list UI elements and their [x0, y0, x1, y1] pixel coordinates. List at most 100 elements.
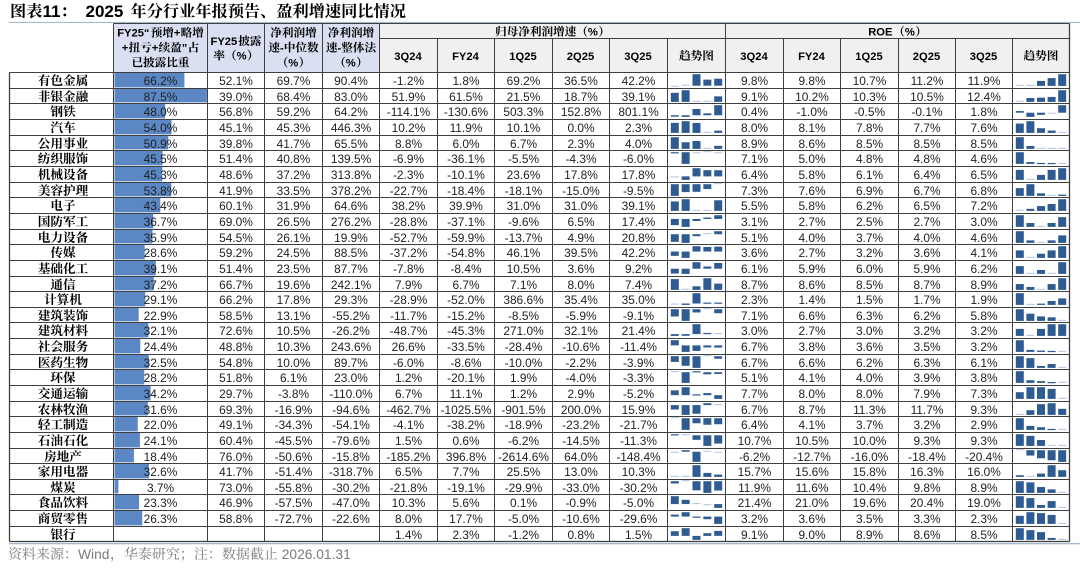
svg-text:-10.0%: -10.0% — [505, 356, 543, 370]
svg-text:6.5%: 6.5% — [395, 465, 423, 479]
svg-text:-6.9%: -6.9% — [393, 152, 424, 166]
svg-text:FY25“: FY25“ — [117, 28, 149, 40]
svg-text:-11.4%: -11.4% — [620, 340, 657, 354]
svg-text:-55.8%: -55.8% — [275, 481, 313, 495]
svg-text:46.1%: 46.1% — [507, 246, 541, 260]
svg-text:-9.5%: -9.5% — [623, 184, 654, 198]
svg-text:8.0%: 8.0% — [856, 387, 884, 401]
svg-text:17.8%: 17.8% — [622, 168, 656, 182]
svg-text:26.5%: 26.5% — [277, 215, 311, 229]
svg-text:8.5%: 8.5% — [913, 137, 941, 151]
svg-text:11.6%: 11.6% — [796, 481, 829, 495]
svg-text:1.8%: 1.8% — [452, 74, 480, 88]
svg-text:-28.4%: -28.4% — [505, 340, 543, 354]
svg-text:-110.0%: -110.0% — [329, 387, 373, 401]
svg-text:9.8%: 9.8% — [798, 74, 826, 88]
svg-text:32.6%: 32.6% — [144, 465, 178, 479]
svg-text:-37.2%: -37.2% — [390, 246, 428, 260]
svg-text:-1.2%: -1.2% — [508, 528, 539, 542]
svg-text:10.5%: 10.5% — [507, 262, 541, 276]
svg-text:-3.8%: -3.8% — [278, 387, 309, 401]
svg-text:8.9%: 8.9% — [970, 481, 998, 495]
svg-text:242.1%: 242.1% — [331, 278, 372, 292]
svg-text:29.7%: 29.7% — [219, 387, 253, 401]
svg-text:1.5%: 1.5% — [625, 528, 653, 542]
svg-text:-10.6%: -10.6% — [562, 512, 600, 526]
svg-text:200.0%: 200.0% — [561, 403, 602, 417]
svg-text:-: - — [338, 43, 342, 55]
svg-text:35.9%: 35.9% — [144, 231, 178, 245]
svg-text:4.8%: 4.8% — [856, 152, 884, 166]
svg-text:24.5%: 24.5% — [277, 246, 311, 260]
svg-text:41.9%: 41.9% — [219, 184, 253, 198]
svg-text:9.1%: 9.1% — [741, 90, 769, 104]
svg-text:23.5%: 23.5% — [277, 262, 311, 276]
svg-text:8.1%: 8.1% — [798, 121, 826, 135]
svg-text:-18.9%: -18.9% — [505, 418, 543, 432]
svg-text:69.0%: 69.0% — [219, 215, 253, 229]
svg-text:6.3%: 6.3% — [856, 309, 884, 323]
svg-text:10.3%: 10.3% — [853, 90, 887, 104]
svg-text:7.3%: 7.3% — [741, 184, 769, 198]
svg-text:3.6%: 3.6% — [798, 512, 826, 526]
svg-text:10.5%: 10.5% — [910, 90, 944, 104]
svg-text:35.0%: 35.0% — [622, 293, 656, 307]
svg-text:152.8%: 152.8% — [561, 105, 602, 119]
svg-text:-3.3%: -3.3% — [623, 371, 654, 385]
svg-text:26.1%: 26.1% — [277, 231, 311, 245]
svg-text:31.0%: 31.0% — [564, 199, 598, 213]
svg-text:68.4%: 68.4% — [277, 90, 311, 104]
svg-text:-2614.6%: -2614.6% — [498, 450, 549, 464]
svg-text:48.6%: 48.6% — [219, 168, 253, 182]
svg-text:10.2%: 10.2% — [392, 121, 426, 135]
svg-text:1Q25: 1Q25 — [509, 51, 536, 63]
svg-text:-94.6%: -94.6% — [332, 403, 370, 417]
svg-text:6.6%: 6.6% — [798, 309, 826, 323]
svg-text:-148.4%: -148.4% — [616, 450, 661, 464]
svg-text:5.5%: 5.5% — [741, 199, 769, 213]
svg-text:64.2%: 64.2% — [334, 105, 368, 119]
svg-text:-18.4%: -18.4% — [908, 450, 946, 464]
svg-text:-901.5%: -901.5% — [501, 403, 546, 417]
svg-text:7.6%: 7.6% — [970, 121, 998, 135]
svg-text:4.0%: 4.0% — [856, 371, 884, 385]
svg-text:3.8%: 3.8% — [970, 371, 998, 385]
svg-text:-52.0%: -52.0% — [447, 293, 485, 307]
svg-text:-33.5%: -33.5% — [447, 340, 485, 354]
svg-text:1.8%: 1.8% — [970, 105, 998, 119]
svg-text:801.1%: 801.1% — [618, 105, 659, 119]
svg-text:-1.2%: -1.2% — [393, 74, 424, 88]
svg-text:6.7%: 6.7% — [913, 184, 941, 198]
svg-text:-19.1%: -19.1% — [447, 481, 485, 495]
svg-text:8.6%: 8.6% — [798, 278, 826, 292]
svg-text:3.3%: 3.3% — [913, 512, 941, 526]
svg-text:6.5%: 6.5% — [913, 199, 941, 213]
svg-text:3.2%: 3.2% — [856, 246, 884, 260]
svg-text:8.6%: 8.6% — [913, 528, 941, 542]
svg-text:29.1%: 29.1% — [144, 293, 178, 307]
svg-text:88.5%: 88.5% — [334, 246, 368, 260]
svg-text:15.7%: 15.7% — [738, 465, 772, 479]
svg-text:378.2%: 378.2% — [331, 184, 372, 198]
svg-text:28.2%: 28.2% — [144, 371, 178, 385]
svg-text:-13.7%: -13.7% — [505, 231, 543, 245]
svg-text:3Q24: 3Q24 — [740, 51, 768, 63]
svg-text:17.7%: 17.7% — [449, 512, 483, 526]
svg-text:-51.4%: -51.4% — [275, 465, 313, 479]
svg-text:-54.8%: -54.8% — [447, 246, 485, 260]
svg-text:-5.2%: -5.2% — [623, 387, 654, 401]
svg-text:8.7%: 8.7% — [913, 278, 941, 292]
svg-text:2.7%: 2.7% — [913, 215, 941, 229]
svg-text:3Q24: 3Q24 — [394, 51, 422, 63]
svg-text:26.3%: 26.3% — [144, 512, 178, 526]
svg-text:-15.2%: -15.2% — [447, 309, 485, 323]
svg-text:243.6%: 243.6% — [331, 340, 372, 354]
svg-text:3.2%: 3.2% — [970, 324, 998, 338]
svg-text:8.9%: 8.9% — [856, 528, 884, 542]
svg-text:54.0%: 54.0% — [144, 121, 178, 135]
svg-text:38.2%: 38.2% — [392, 199, 426, 213]
svg-text:-45.3%: -45.3% — [447, 324, 485, 338]
svg-text:66.2%: 66.2% — [144, 74, 178, 88]
svg-text:7.7%: 7.7% — [741, 387, 769, 401]
svg-text:3.2%: 3.2% — [741, 512, 769, 526]
